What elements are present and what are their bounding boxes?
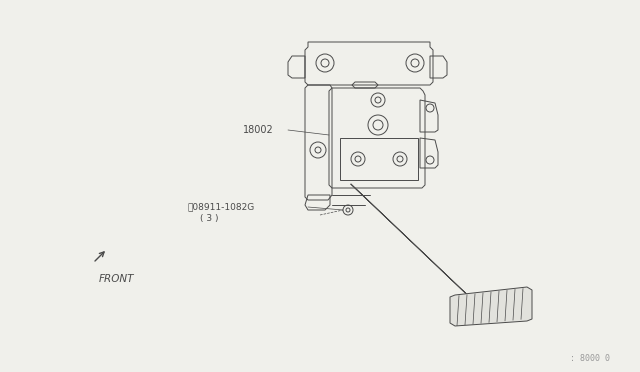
Polygon shape: [450, 287, 532, 326]
Text: ⓝ08911-1082G: ⓝ08911-1082G: [188, 202, 255, 212]
Text: : 8000 0: : 8000 0: [570, 354, 610, 363]
Text: 18002: 18002: [243, 125, 274, 135]
Text: ( 3 ): ( 3 ): [200, 215, 218, 224]
Text: FRONT: FRONT: [99, 274, 134, 284]
